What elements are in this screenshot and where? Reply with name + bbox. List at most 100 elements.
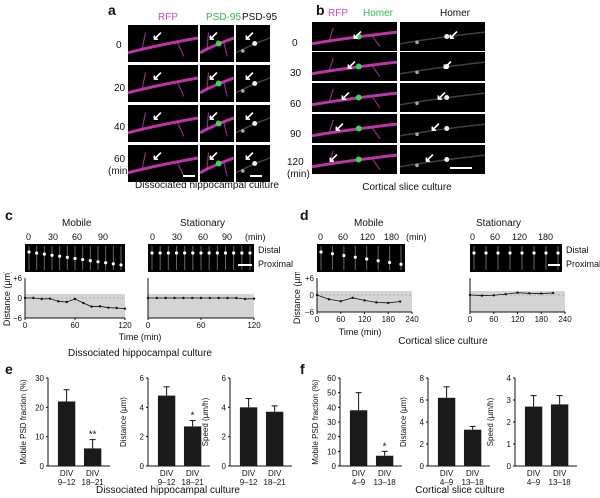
panel-b-merge-tile-1-shaft	[312, 60, 397, 76]
kymo-c-m-spot-9	[96, 260, 100, 264]
panel-c-scale-bar	[238, 264, 252, 266]
panel-a-merge-tile-0-spine-1	[206, 32, 210, 51]
panel-f-chart-2-ylabel: Distance (µm)	[399, 397, 408, 447]
panel-c-mobile-point-3	[48, 297, 52, 300]
panel-c-stationary-point-9	[226, 296, 229, 300]
panel-e-chart-3-ylabel: Speed (µm/h)	[201, 397, 210, 446]
panel-b-gray-tile-1-puncta-2	[415, 70, 419, 75]
panel-b-merge-tile-4-spine-1	[328, 150, 334, 165]
arrow-icon: ↙	[424, 150, 435, 165]
panel-b-merge-tile-3: ↙	[312, 114, 397, 143]
panel-d-stat-top-tick-180: 180	[538, 232, 554, 242]
panel-e-chart-3-cat-0-line1: DIV	[242, 469, 256, 478]
panel-c-stationary-xtick-0: 0	[146, 321, 151, 330]
panel-b-time-90: 90	[290, 129, 302, 140]
panel-e-chart-2-cat-1-line2: 18–21	[182, 478, 205, 487]
panel-c-mobile-point-0	[23, 296, 27, 300]
panel-b-merge-tile-0: ↙	[312, 22, 397, 51]
panel-d-stationary-xtick-1: 60	[489, 315, 498, 324]
panel-c-stationary-point-4	[182, 296, 185, 300]
panel-d-xlabel: Time (min)	[339, 327, 382, 337]
panel-b-merge-tile-4-shaft	[312, 153, 397, 169]
panel-b-gray-tile-3-puncta-2	[415, 132, 419, 137]
panel-e-chart-2-cat-0-line1: DIV	[160, 469, 174, 478]
panel-a-gray-tile-1-shaft	[236, 77, 270, 94]
panel-e-chart-3-cat-0-line2: 9–12	[240, 478, 258, 487]
panel-b-header-homer-gray: Homer	[440, 8, 471, 19]
panel-d-mobile-ytick-0: +6	[305, 274, 315, 283]
panel-d-mobile-point-0	[315, 293, 319, 297]
panel-e-chart-1-cat-1-line1: DIV	[86, 469, 100, 478]
panel-c-mobile-top-tick-0: 0	[26, 232, 32, 242]
panel-a-merge-tile-3-spine-2	[223, 161, 228, 177]
panel-c-mobile-kymograph	[25, 244, 125, 272]
panel-b-time-unit: (min)	[287, 169, 310, 180]
kymo-c-s-spot-12	[248, 251, 252, 255]
panel-e-chart-3-bar-1	[265, 411, 284, 466]
panel-d-stationary-point-2	[492, 294, 495, 297]
panel-b-gray-tile-3-puncta-1	[444, 126, 450, 131]
panel-c-stationary-xtick-1: 60	[197, 321, 206, 330]
panel-f-chart-3-ytick-1: 1	[507, 440, 512, 449]
panel-a-gray-tile-3-puncta-2	[241, 169, 245, 173]
panel-c-mobile-title: Mobile	[62, 218, 92, 229]
panel-f-chart-1-cat-0-line1: DIV	[352, 469, 366, 478]
panel-b-gray-tile-0-puncta-1	[444, 34, 450, 39]
panel-d-stationary-xtick-4: 240	[558, 315, 572, 324]
panel-a-gray-tile-1-puncta-2	[241, 89, 245, 93]
panel-a-rfp-tile-2-spine-2	[176, 121, 185, 137]
panel-b-gray-tile-1: ↙	[400, 52, 485, 81]
panel-b-merge-tile-3-spine-1	[328, 119, 334, 134]
panel-b-gray-tile-1-shaft	[400, 61, 485, 75]
panel-b-merge-tile-4: ↙	[312, 145, 397, 174]
panel-a-rfp-tile-1-spine-1	[141, 72, 147, 91]
panel-b-merge-tile-2-puncta	[355, 94, 362, 101]
panel-b-header-rfp: RFP	[328, 8, 348, 19]
panel-d-mobile-top-tick-0: 0	[318, 232, 324, 242]
arrow-icon: ↙	[328, 150, 339, 165]
panel-f-chart-2-cat-1-line1: DIV	[466, 469, 480, 478]
panel-c-stationary-point-0	[146, 296, 150, 300]
panel-f-chart-2-bar-0	[437, 397, 456, 466]
panel-e-chart-3-ytick-1: 2	[222, 433, 227, 442]
arrow-icon: ↙	[346, 57, 357, 72]
arrow-icon: ↙	[334, 119, 345, 134]
kymo-c-m-spot-3	[50, 253, 54, 257]
arrow-icon: ↙	[152, 148, 163, 163]
panel-f-chart-2-cat-0-line1: DIV	[440, 469, 454, 478]
panel-f-chart-3-ytick-4: 4	[507, 374, 512, 383]
panel-a-merge-tile-1-spine-1	[206, 72, 210, 91]
panel-c-stationary-kymograph	[148, 244, 254, 272]
panel-f-chart-2-bar-1	[463, 429, 482, 466]
panel-c-mobile-xtick-1: 60	[71, 321, 80, 330]
arrow-icon: ↙	[244, 68, 255, 83]
panel-label-b: b	[316, 2, 325, 18]
panel-a-rfp-tile-2-shaft	[128, 116, 198, 135]
panel-d-stationary-point-7	[551, 291, 555, 295]
panel-f-chart-3-cat-0-line2: 4–9	[527, 478, 541, 487]
panel-d-stationary-point-6	[540, 292, 543, 295]
panel-b-gray-tile-0-shaft	[400, 31, 485, 45]
panel-label-d: d	[300, 207, 309, 223]
panel-a-gray-tile-1-puncta-1	[252, 81, 258, 86]
panel-c-stationary-title: Stationary	[180, 218, 226, 229]
panel-c-stationary-point-6	[199, 296, 203, 300]
panel-f-chart-1-cat-0-line2: 4–9	[352, 478, 366, 487]
panel-c-stationary-point-12	[252, 297, 256, 300]
panel-e-chart-2-ylabel: Distance (µm)	[119, 397, 128, 447]
arrow-icon: ↙	[244, 148, 255, 163]
panel-a-gray-tile-0-puncta-2	[241, 49, 245, 53]
arrow-icon: ↙	[352, 27, 363, 42]
panel-d-stationary-title: Stationary	[476, 218, 522, 229]
panel-f-chart-1-ytick-3: 30	[327, 418, 336, 427]
panel-label-f: f	[300, 361, 305, 377]
arrow-icon: ↙	[208, 28, 219, 43]
kymo-d-s-spot-4	[520, 251, 524, 255]
panel-a-merge-tile-2-puncta	[215, 120, 222, 127]
panel-c-mobile-point-12	[123, 307, 127, 310]
panel-d-mobile-xtick-3: 180	[382, 315, 396, 324]
arrow-icon: ↙	[340, 88, 351, 103]
panel-e-chart-2-ytick-1: 2	[140, 433, 145, 442]
